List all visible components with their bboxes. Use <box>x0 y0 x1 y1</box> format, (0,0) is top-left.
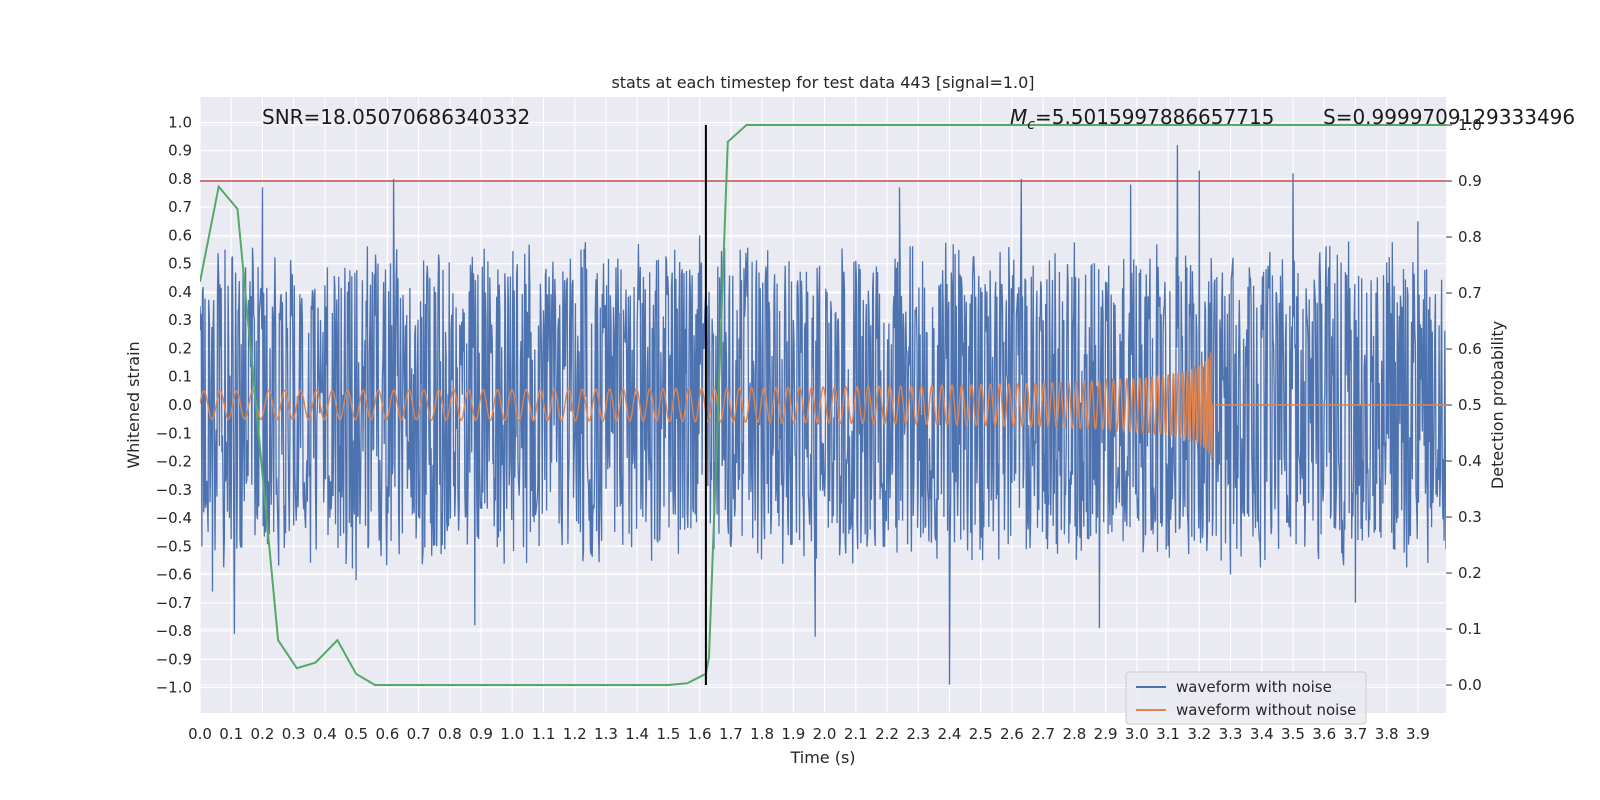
y-tick-label: −0.8 <box>156 622 192 640</box>
chirp-mass-annotation: Mc=5.5015997886657715 <box>1010 105 1274 133</box>
y-right-tick-label: 0.3 <box>1458 508 1482 526</box>
s-annotation: S=0.9999709129333496 <box>1323 105 1575 129</box>
x-tick-label: 3.6 <box>1312 725 1336 743</box>
x-tick-label: 1.8 <box>750 725 774 743</box>
x-tick-label: 1.4 <box>625 725 649 743</box>
x-tick-label: 0.8 <box>438 725 462 743</box>
y-right-tick-label: 0.0 <box>1458 676 1482 694</box>
y-tick-label: −0.2 <box>156 453 192 471</box>
y-tick-label: 0.2 <box>168 339 192 357</box>
y-tick-label: −1.0 <box>156 679 192 697</box>
x-tick-label: 1.1 <box>532 725 556 743</box>
y-right-tick-label: 0.8 <box>1458 228 1482 246</box>
x-tick-label: 2.3 <box>906 725 930 743</box>
y-right-tick-label: 1.0 <box>1458 116 1482 134</box>
x-tick-label: 3.3 <box>1219 725 1243 743</box>
x-tick-label: 0.5 <box>344 725 368 743</box>
y-axis-ticks: 1.0 0.9 0.8 0.7 0.6 0.5 0.4 0.3 0.2 0.1 0.0 −0.1 −0.… <box>156 113 192 696</box>
x-tick-label: 3.0 <box>1125 725 1149 743</box>
y-axis-label: Whitened strain <box>124 341 143 468</box>
y-right-tick-label: 0.4 <box>1458 452 1482 470</box>
y-tick-label: −0.9 <box>156 650 192 668</box>
y-right-tick-label: 0.5 <box>1458 396 1482 414</box>
x-axis-label: Time (s) <box>789 748 855 767</box>
x-tick-label: 1.7 <box>719 725 743 743</box>
legend-label-noisy: waveform with noise <box>1176 678 1332 696</box>
x-tick-label: 3.4 <box>1250 725 1274 743</box>
chart-title: stats at each timestep for test data 443… <box>611 73 1034 92</box>
y-tick-label: −0.4 <box>156 509 192 527</box>
noisy-waveform-line <box>200 144 1446 685</box>
legend-label-clean: waveform without noise <box>1176 701 1356 719</box>
legend: waveform with noise waveform without noi… <box>1125 671 1367 725</box>
x-tick-label: 2.9 <box>1094 725 1118 743</box>
legend-box <box>1125 671 1367 725</box>
y-tick-label: 0.6 <box>168 226 192 244</box>
x-tick-label: 0.7 <box>407 725 431 743</box>
x-tick-label: 2.1 <box>844 725 868 743</box>
x-tick-label: 1.2 <box>563 725 587 743</box>
y-tick-label: 0.5 <box>168 255 192 273</box>
x-tick-label: 0.9 <box>469 725 493 743</box>
y-tick-label: 0.7 <box>168 198 192 216</box>
x-tick-label: 3.5 <box>1281 725 1305 743</box>
x-tick-label: 2.4 <box>938 725 962 743</box>
x-tick-label: 1.3 <box>594 725 618 743</box>
y-tick-label: −0.6 <box>156 566 192 584</box>
x-tick-label: 1.0 <box>500 725 524 743</box>
x-tick-label: 1.9 <box>781 725 805 743</box>
y-right-tick-label: 0.2 <box>1458 564 1482 582</box>
x-tick-label: 2.6 <box>1000 725 1024 743</box>
x-tick-label: 0.1 <box>219 725 243 743</box>
x-axis-ticks: 0.0 0.1 0.2 0.3 0.4 0.5 0.6 0.7 0.8 0.9 1.0 1.1 1.2 1… <box>188 725 1430 743</box>
x-tick-label: 2.5 <box>969 725 993 743</box>
y-right-tick-label: 0.7 <box>1458 284 1482 302</box>
snr-annotation: SNR=18.05070686340332 <box>262 105 530 129</box>
y-right-tick-label: 0.6 <box>1458 340 1482 358</box>
x-tick-label: 0.6 <box>375 725 399 743</box>
x-tick-label: 0.0 <box>188 725 212 743</box>
y-right-tick-label: 0.1 <box>1458 620 1482 638</box>
plot-area <box>200 124 1446 686</box>
x-tick-label: 0.4 <box>313 725 337 743</box>
x-tick-label: 0.2 <box>251 725 275 743</box>
y-tick-label: 0.3 <box>168 311 192 329</box>
x-tick-label: 0.3 <box>282 725 306 743</box>
y-right-axis-ticks: 1.0 0.9 0.8 0.7 0.6 0.5 0.4 0.3 0.2 0.1 0.0 <box>1446 116 1482 694</box>
y-right-tick-label: 0.9 <box>1458 172 1482 190</box>
y-tick-label: 0.9 <box>168 142 192 160</box>
y-tick-label: −0.7 <box>156 594 192 612</box>
y-tick-label: 1.0 <box>168 113 192 131</box>
x-tick-label: 2.7 <box>1031 725 1055 743</box>
x-tick-label: 3.8 <box>1375 725 1399 743</box>
x-tick-label: 2.8 <box>1062 725 1086 743</box>
x-tick-label: 3.2 <box>1187 725 1211 743</box>
detection-probability-line <box>200 124 1446 686</box>
y-tick-label: 0.4 <box>168 283 192 301</box>
x-tick-label: 3.7 <box>1344 725 1368 743</box>
chirp-mass-value: =5.5015997886657715 <box>1035 105 1274 129</box>
chirp-mass-subscript: c <box>1027 117 1035 133</box>
chirp-mass-symbol: M <box>1010 105 1027 129</box>
x-tick-label: 1.6 <box>688 725 712 743</box>
x-tick-label: 2.0 <box>813 725 837 743</box>
x-tick-label: 2.2 <box>875 725 899 743</box>
x-tick-label: 1.5 <box>656 725 680 743</box>
y-tick-label: −0.5 <box>156 537 192 555</box>
x-tick-label: 3.9 <box>1406 725 1430 743</box>
y-tick-label: 0.1 <box>168 368 192 386</box>
y-right-axis-label: Detection probability <box>1488 321 1507 489</box>
x-tick-label: 3.1 <box>1156 725 1180 743</box>
y-tick-label: 0.0 <box>168 396 192 414</box>
y-tick-label: −0.1 <box>156 424 192 442</box>
y-tick-label: −0.3 <box>156 481 192 499</box>
y-tick-label: 0.8 <box>168 170 192 188</box>
